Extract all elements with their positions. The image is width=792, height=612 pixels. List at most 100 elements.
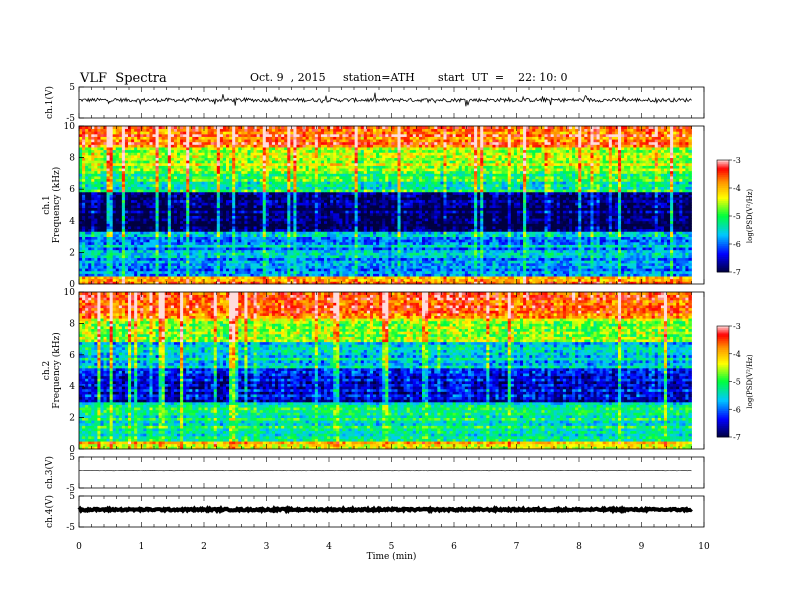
y-axis-label: ch.1(V) — [44, 86, 55, 119]
spectrogram-cell — [247, 260, 250, 263]
spectrogram-cell — [113, 263, 116, 266]
spectrogram-cell — [670, 279, 673, 282]
spectrogram-cell — [609, 279, 612, 282]
spectrogram-cell — [606, 279, 609, 282]
spectrogram-cell — [88, 266, 91, 269]
spectrogram-cell — [639, 260, 642, 263]
spectrogram-cell — [600, 271, 603, 274]
spectrogram-cell — [603, 268, 606, 271]
spectrogram-cell — [459, 279, 462, 282]
spectrogram-cell — [456, 268, 459, 271]
spectrogram-cell — [171, 276, 174, 279]
spectrogram-cell — [214, 268, 217, 271]
spectrogram-cell — [177, 273, 180, 276]
spectrogram-cell — [192, 271, 195, 274]
spectrogram-cell — [318, 258, 321, 261]
spectrogram-cell — [410, 263, 413, 266]
spectrogram-cell — [471, 279, 474, 282]
spectrogram-cell — [416, 273, 419, 276]
spectrogram-cell — [661, 268, 664, 271]
spectrogram-cell — [636, 273, 639, 276]
spectrogram-cell — [391, 268, 394, 271]
spectrogram-cell — [168, 260, 171, 263]
spectrogram-cell — [373, 279, 376, 282]
spectrogram-cell — [578, 276, 581, 279]
spectrogram-cell — [104, 271, 107, 274]
spectrogram-cell — [563, 268, 566, 271]
spectrogram-cell — [468, 266, 471, 269]
spectrogram-cell — [287, 263, 290, 266]
spectrogram-cell — [202, 260, 205, 263]
spectrogram-cell — [293, 266, 296, 269]
spectrogram-cell — [202, 268, 205, 271]
spectrogram-cell — [229, 279, 232, 282]
spectrogram-cell — [214, 260, 217, 263]
spectrogram-cell — [404, 260, 407, 263]
spectrogram-cell — [168, 263, 171, 266]
spectrogram-cell — [526, 271, 529, 274]
spectrogram-cell — [590, 276, 593, 279]
spectrogram-cell — [557, 279, 560, 282]
spectrogram-cell — [447, 266, 450, 269]
spectrogram-cell — [658, 276, 661, 279]
spectrogram-cell — [471, 276, 474, 279]
spectrogram-cell — [600, 279, 603, 282]
spectrogram-cell — [627, 276, 630, 279]
spectrogram-cell — [447, 273, 450, 276]
spectrogram-cell — [134, 268, 137, 271]
spectrogram-cell — [621, 276, 624, 279]
spectrogram-cell — [364, 258, 367, 261]
spectrogram-cell — [465, 276, 468, 279]
spectrogram-cell — [664, 279, 667, 282]
spectrogram-cell — [251, 258, 254, 261]
spectrogram-cell — [211, 260, 214, 263]
spectrogram-cell — [244, 268, 247, 271]
spectrogram-cell — [624, 276, 627, 279]
spectrogram-cell — [235, 266, 238, 269]
spectrogram-cell — [315, 276, 318, 279]
spectrogram-cell — [520, 271, 523, 274]
spectrogram-cell — [630, 266, 633, 269]
spectrogram-cell — [483, 268, 486, 271]
spectrogram-cell — [300, 271, 303, 274]
spectrogram-cell — [520, 268, 523, 271]
spectrogram-cell — [486, 279, 489, 282]
spectrogram-cell — [82, 273, 85, 276]
spectrogram-cell — [88, 276, 91, 279]
spectrogram-cell — [514, 273, 517, 276]
spectrogram-cell — [523, 279, 526, 282]
spectrogram-cell — [517, 266, 520, 269]
spectrogram-cell — [419, 273, 422, 276]
spectrogram-cell — [137, 258, 140, 261]
spectrogram-cell — [186, 260, 189, 263]
spectrogram-cell — [667, 273, 670, 276]
spectrogram-cell — [223, 260, 226, 263]
spectrogram-cell — [636, 271, 639, 274]
spectrogram-cell — [352, 276, 355, 279]
spectrogram-cell — [474, 276, 477, 279]
spectrogram-cell — [603, 279, 606, 282]
spectrogram-cell — [198, 276, 201, 279]
spectrogram-cell — [232, 276, 235, 279]
spectrogram-cell — [355, 273, 358, 276]
spectrogram-cell — [456, 260, 459, 263]
spectrogram-cell — [361, 268, 364, 271]
spectrogram-cell — [254, 258, 257, 261]
spectrogram-cell — [486, 271, 489, 274]
spectrogram-cell — [281, 276, 284, 279]
spectrogram-cell — [254, 268, 257, 271]
spectrogram-cell — [266, 266, 269, 269]
spectrogram-cell — [667, 271, 670, 274]
spectrogram-cell — [205, 271, 208, 274]
spectrogram-cell — [91, 258, 94, 261]
spectrogram-cell — [511, 260, 514, 263]
spectrogram-cell — [401, 276, 404, 279]
spectrogram-cell — [548, 276, 551, 279]
spectrogram-cell — [594, 260, 597, 263]
spectrogram-cell — [247, 271, 250, 274]
spectrogram-cell — [137, 266, 140, 269]
spectrogram-cell — [208, 268, 211, 271]
spectrogram-cell — [667, 266, 670, 269]
spectrogram-cell — [462, 273, 465, 276]
spectrogram-cell — [508, 279, 511, 282]
